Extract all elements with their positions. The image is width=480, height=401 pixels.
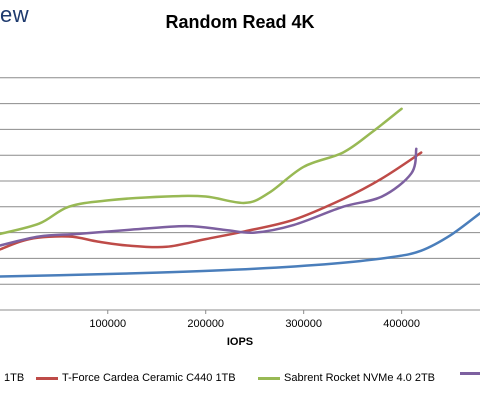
- legend-label-2: Sabrent Rocket NVMe 4.0 2TB: [284, 372, 436, 384]
- legend-label-1: T-Force Cardea Ceramic C440 1TB: [62, 372, 236, 384]
- x-tick-label-0: 100000: [89, 318, 126, 330]
- legend-swatch-2: [258, 376, 280, 380]
- brand-logo-text: ew: [0, 2, 30, 27]
- x-tick-label-2: 300000: [285, 318, 322, 330]
- legend-item-0: 1TB: [0, 372, 24, 384]
- legend-item-2: Sabrent Rocket NVMe 4.0 2TB: [258, 372, 435, 384]
- x-tick-label-3: 400000: [383, 318, 420, 330]
- legend-item-3: [460, 372, 480, 375]
- series-line-0: [0, 212, 480, 278]
- series-line-3: [0, 147, 418, 247]
- legend-swatch-3: [460, 372, 480, 375]
- x-tick-label-1: 200000: [187, 318, 224, 330]
- x-axis-title: IOPS: [226, 336, 254, 348]
- legend: 1TB T-Force Cardea Ceramic C440 1TB Sabren…: [0, 372, 480, 390]
- chart-title: Random Read 4K: [165, 12, 315, 32]
- series-line-2: [0, 107, 403, 236]
- legend-label-0: 1TB: [4, 372, 25, 384]
- legend-item-1: T-Force Cardea Ceramic C440 1TB: [36, 372, 236, 384]
- series-line-1: [0, 151, 423, 251]
- legend-swatch-1: [36, 376, 58, 380]
